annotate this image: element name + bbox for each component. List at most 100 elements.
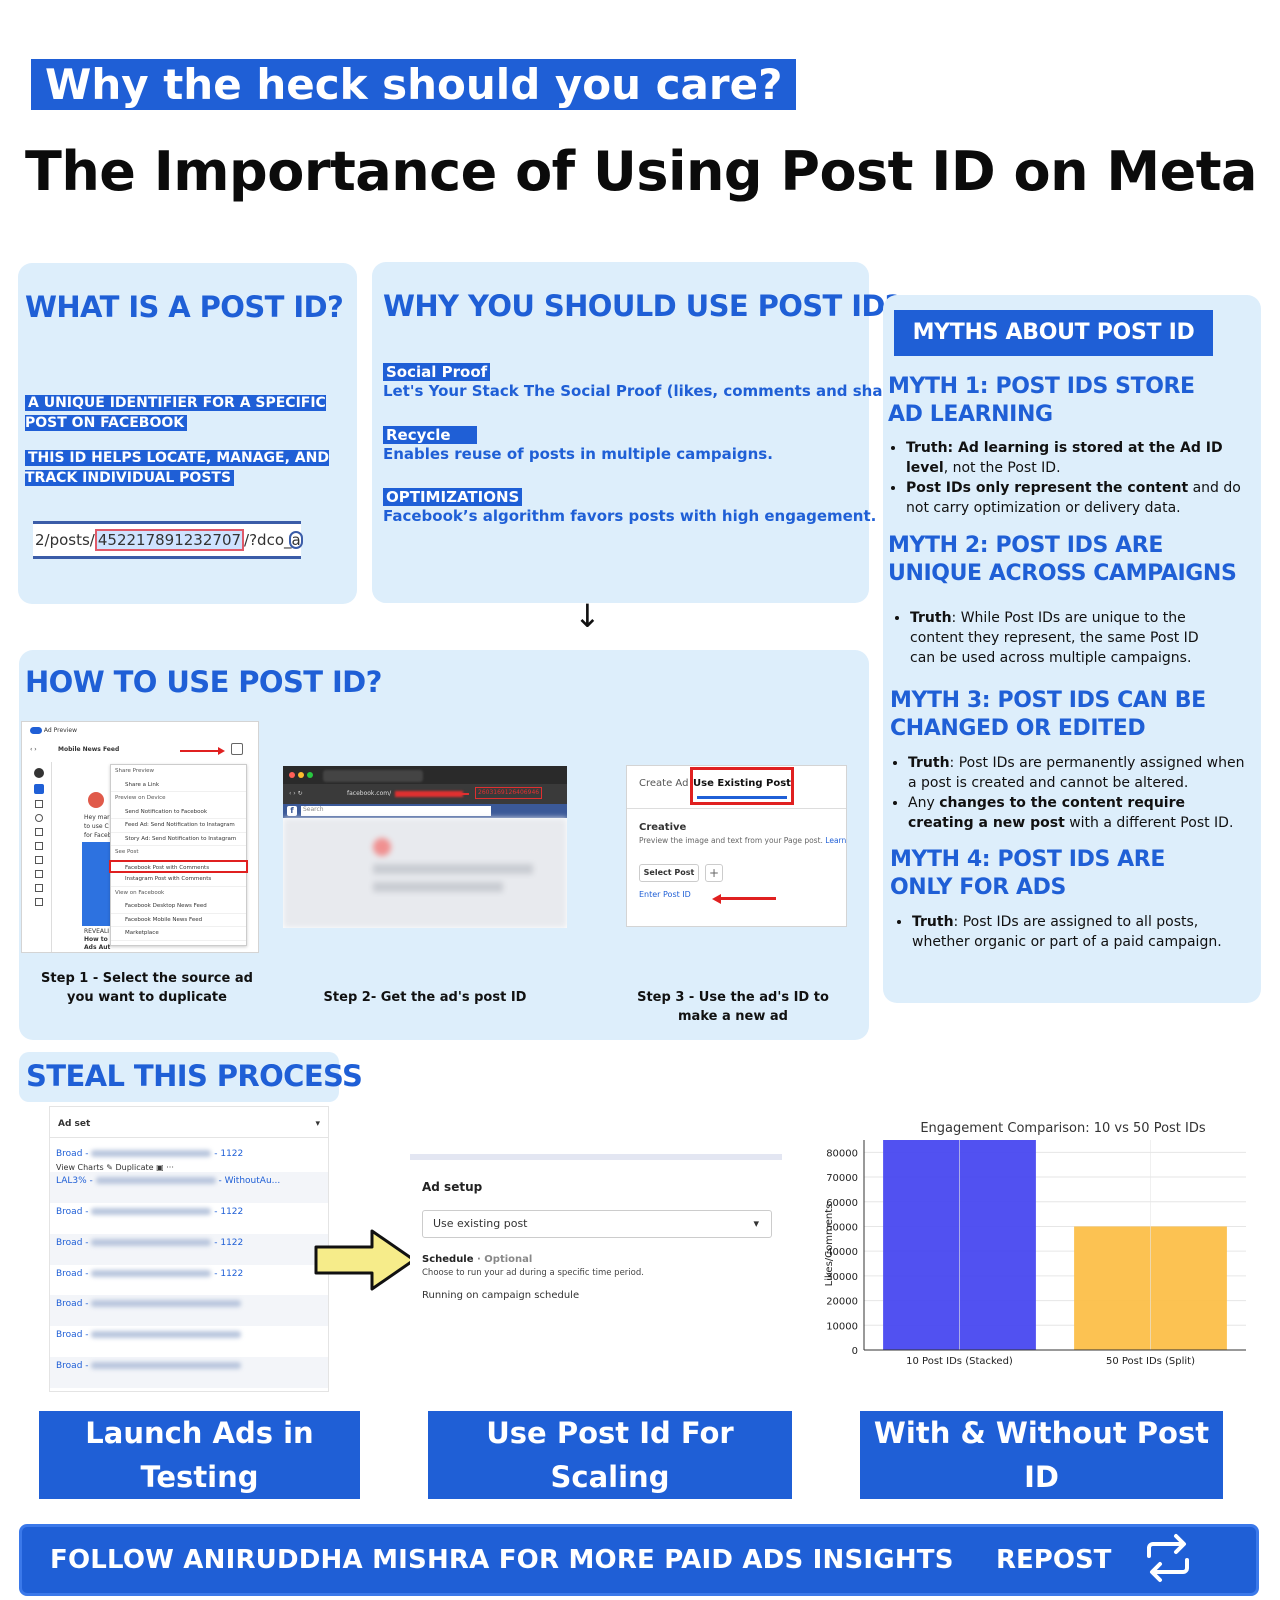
table-row[interactable]: Broad - - 1122 (50, 1234, 328, 1265)
menu-item[interactable]: Feed Ad: Send Notification to Instagram (111, 819, 246, 833)
definition-line-1: A UNIQUE IDENTIFIER FOR A SPECIFIC POST … (25, 392, 345, 432)
row-name-prefix: Broad - (56, 1299, 92, 1309)
feed-selector[interactable]: Mobile News Feed (58, 746, 120, 753)
table-row[interactable]: LAL3% - - WithoutAu... (50, 1172, 328, 1203)
redacted-text (91, 1300, 242, 1307)
repost-label[interactable]: REPOST (996, 1545, 1112, 1575)
step2-screenshot: ‹ › ↻ facebook.com/ 2603169126406946 f S… (283, 766, 567, 928)
blurred-feed (283, 818, 567, 928)
tab-use-existing-post[interactable]: Use Existing Post (690, 767, 794, 805)
step-2-caption: Step 2- Get the ad's post ID (323, 990, 527, 1005)
myth-1-title: MYTH 1: POST IDS STORE AD LEARNING (888, 374, 1195, 427)
definition-text-1: A UNIQUE IDENTIFIER FOR A SPECIFIC POST … (25, 395, 326, 431)
y-tick-label: 20000 (826, 1297, 858, 1308)
y-tick-label: 80000 (826, 1148, 858, 1159)
myth-3-detail: Any changes to the content require creat… (908, 793, 1248, 833)
redacted-text (91, 1208, 212, 1215)
row-name-prefix: LAL3% - (56, 1176, 96, 1186)
tab-underline (697, 796, 787, 799)
adset-table: Ad set ▾ Broad - - 1122 View Charts ✎ Dupl… (49, 1106, 329, 1392)
chart-title: Engagement Comparison: 10 vs 50 Post IDs (920, 1121, 1206, 1136)
x-tick-label: 50 Post IDs (Split) (1106, 1356, 1195, 1367)
row-name-prefix: Broad - (56, 1149, 92, 1159)
browser-addressbar[interactable]: ‹ › ↻ facebook.com/ 2603169126406946 (283, 784, 567, 804)
share-menu-button[interactable] (231, 743, 243, 755)
learn-link[interactable]: Learn (825, 836, 847, 845)
y-tick-label: 10000 (826, 1321, 858, 1332)
schedule-status: Running on campaign schedule (422, 1290, 580, 1301)
address-post-id: 2603169126406946 (475, 787, 543, 799)
row-name-prefix: Broad - (56, 1361, 92, 1371)
select-post-button[interactable]: Select Post (639, 864, 699, 882)
table-row[interactable]: Broad - (50, 1357, 328, 1388)
menu-item[interactable]: Send Notification to Facebook (111, 806, 246, 819)
menu-item[interactable]: Marketplace (111, 927, 246, 941)
myth-4-title: MYTH 4: POST IDS ARE ONLY FOR ADS (890, 847, 1165, 900)
menu-item[interactable]: Facebook Mobile News Feed (111, 914, 246, 927)
table-row[interactable]: Broad - - 1122 View Charts ✎ Duplicate ▣ … (50, 1145, 328, 1185)
ad-copy-2: to use C (84, 823, 109, 830)
facebook-search[interactable]: Search (301, 806, 491, 816)
redacted-text (95, 1177, 216, 1184)
more-icon[interactable]: ▣ ··· (153, 1163, 174, 1172)
view-charts-button[interactable]: View Charts (56, 1163, 104, 1172)
chevron-down-icon: ▾ (753, 1217, 759, 1230)
why-tag: OPTIMIZATIONS (383, 488, 523, 506)
why-tag: Recycle (383, 426, 477, 444)
menu-item[interactable]: Instagram Post with Comments (111, 873, 246, 887)
copy-link-icon (289, 531, 303, 549)
why-item-social-proof: Social Proof Let's Your Stack The Social… (383, 362, 916, 401)
adset-header[interactable]: Ad set ▾ (58, 1119, 320, 1129)
myth-4-truth: Truth: Post IDs are assigned to all post… (912, 912, 1254, 952)
myth-1-detail: Post IDs only represent the content and … (906, 478, 1248, 518)
nav-arrows[interactable]: ‹ › (30, 746, 37, 753)
why-text: Enables reuse of posts in multiple campa… (383, 445, 773, 463)
left-icon-rail (26, 762, 52, 952)
table-row[interactable]: Broad - - 1122 (50, 1203, 328, 1234)
add-icon[interactable]: + (705, 864, 723, 882)
redacted-text (91, 1150, 212, 1157)
edit-icon[interactable]: ✎ (103, 1163, 116, 1172)
enter-post-id-link[interactable]: Enter Post ID (639, 890, 691, 899)
row-name-prefix: Broad - (56, 1269, 92, 1279)
share-dropdown-menu: Share Preview Share a Link Preview on Devi… (109, 764, 248, 946)
page-title: The Importance of Using Post ID on Meta (25, 140, 1257, 203)
duplicate-button[interactable]: Duplicate (115, 1163, 154, 1172)
step-3-caption: Step 3 - Use the ad's ID to make a new a… (637, 990, 829, 1024)
red-arrow-head (218, 747, 225, 755)
label-launch-ads: Launch Ads in Testing (39, 1411, 360, 1499)
myth-4-list: Truth: Post IDs are assigned to all post… (894, 912, 1254, 952)
table-row[interactable]: Broad - (50, 1295, 328, 1326)
menu-item[interactable]: Facebook Post with Comments (109, 859, 248, 873)
menu-item[interactable]: Story Ad: Send Notification to Instagram (111, 833, 246, 846)
red-arrow-shaft (720, 897, 776, 900)
step3-screenshot: Create Ad Use Existing Post Creative Pre… (626, 765, 847, 927)
follow-cta[interactable]: FOLLOW ANIRUDDHA MISHRA FOR MORE PAID AD… (50, 1545, 954, 1575)
down-arrow-icon: ↓ (574, 597, 601, 635)
tab-create-ad[interactable]: Create Ad (639, 778, 689, 789)
why-use-post-id-title: WHY YOU SHOULD USE POST ID? (383, 289, 902, 323)
menu-section-header: View on Facebook (115, 889, 165, 896)
why-text: Let's Your Stack The Social Proof (likes… (383, 382, 916, 400)
definition-text-2: THIS ID HELPS LOCATE, MANAGE, AND TRACK … (25, 450, 329, 486)
tab-divider (627, 808, 846, 809)
why-tag: Social Proof (383, 363, 491, 381)
address-url: facebook.com/ (347, 790, 392, 797)
y-tick-label: 40000 (826, 1247, 858, 1258)
ad-preview-label: Ad Preview (43, 727, 77, 734)
ad-headline-1: REVEALI (84, 928, 110, 935)
row-name-suffix: - 1122 (211, 1238, 244, 1248)
step-1-caption: Step 1 - Select the source ad you want t… (41, 971, 253, 1005)
row-name-suffix: - 1122 (211, 1207, 244, 1217)
chevron-down-icon: ▾ (315, 1119, 320, 1129)
repost-icon[interactable] (1143, 1532, 1193, 1584)
table-row[interactable]: Broad - (50, 1326, 328, 1357)
menu-item[interactable]: Facebook Desktop News Feed (111, 900, 246, 914)
menu-item[interactable]: Share a Link (111, 779, 246, 792)
ad-preview-toggle[interactable]: Ad Preview (30, 727, 77, 735)
label-scaling: Use Post Id For Scaling (428, 1411, 792, 1499)
row-name-suffix: - WithoutAu... (215, 1176, 281, 1186)
url-prefix: 2/posts/ (35, 531, 95, 549)
post-source-select[interactable]: Use existing post ▾ (422, 1210, 772, 1238)
table-row[interactable]: Broad - - 1122 (50, 1265, 328, 1296)
